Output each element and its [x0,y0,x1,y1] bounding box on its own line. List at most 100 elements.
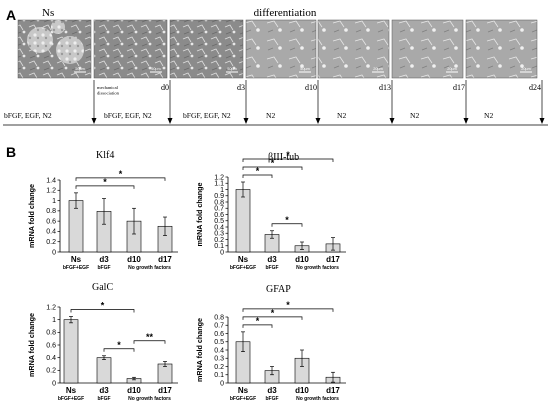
x-tick-label: Ns [66,386,77,395]
timeline-arrowhead [389,118,395,124]
condition-label: No growth factors [128,396,171,402]
significance-star: * [271,308,275,318]
y-axis-label: mRNA fold change [195,318,204,382]
timeline: d0 d3 d10 d13 d17 d24 bFGF, EGF, N2 bFGF, EGF, … [3,80,548,126]
y-axis-label: mRNA fold change [27,184,36,248]
significance-bracket [242,158,334,162]
micrograph-strip: 50µm 50µm 50µm 50µm 20µm 20µm 20µm [17,19,538,79]
culture-medium-label: bFGF, EGF, N2 [4,111,52,120]
significance-star: * [271,158,275,168]
micrograph-6: 20µm [391,19,464,79]
x-tick-label: d17 [326,255,340,264]
dissociation-label: dissociation [97,91,120,96]
timeline-arrowhead [167,118,173,124]
chart-klf4: Klf4 0 0.2 0.4 0.6 0.8 1 1.2 1.4 mRNA fold change… [27,150,178,271]
micrograph-5: 20µm [317,19,390,79]
y-tick-label: 1.2 [214,174,224,181]
y-tick-label: 0.6 [46,218,56,225]
significance-star: * [286,150,290,160]
y-tick-label: 0.7 [214,206,224,213]
timeline-arrowhead [539,118,545,124]
bar-iii-tub-ns [235,189,251,253]
micrograph-image [317,19,390,79]
x-tick-label: Ns [71,255,82,264]
significance-bracket [103,348,135,352]
condition-label: bFGF [265,396,278,402]
significance-bracket [70,309,135,313]
y-tick-label: 0.8 [46,330,56,337]
y-tick-label: 0.4 [46,355,56,362]
culture-medium-label: N2 [484,111,493,120]
x-tick-label: d10 [295,255,309,264]
day-label: d17 [453,83,465,92]
condition-label: bFGF+EGF [58,396,84,402]
chart-iii-tub: βIII-tub 00.10.20.30.40.50.60.70.80.911.1… [195,150,346,271]
panel-b-letter: B [6,144,16,160]
neurosphere [51,20,65,34]
chart-title: βIII-tub [268,152,299,163]
micrograph-image [169,19,244,79]
y-tick-label: 0.3 [214,231,224,238]
y-tick-label: 0 [52,380,56,387]
micrograph-image [245,19,317,79]
culture-medium-label: bFGF, EGF, N2 [183,111,231,120]
charts: Klf4 0 0.2 0.4 0.6 0.8 1 1.2 1.4 mRNA fold change… [27,150,346,402]
x-tick-label: d3 [267,255,277,264]
micrograph-2: 50µm [93,19,168,79]
day-label: d3 [237,83,245,92]
y-tick-label: 1.4 [46,177,56,184]
y-axis-label: mRNA fold change [27,313,36,377]
condition-label: No growth factors [296,396,339,402]
micrograph-1: 50µm [17,19,92,79]
mechanical-label: mechanical [97,85,119,90]
significance-bracket [75,185,135,189]
chart-gfap: GFAP 00.10.20.3 0.40.50.60.7 0.8 mRNA fold c… [195,284,346,402]
y-tick-label: 0.6 [214,331,224,338]
y-tick-label: 0.8 [214,314,224,321]
micrograph-3: 50µm [169,19,244,79]
significance-bracket [271,223,303,227]
y-tick-label: 0.6 [46,342,56,349]
scale-label: 20µm [521,67,531,71]
y-tick-label: 0.5 [214,218,224,225]
y-tick-label: 1 [220,187,224,194]
y-tick-label: 0.4 [214,224,224,231]
y-tick-label: 0.4 [46,229,56,236]
bar-galc-d3 [96,357,112,384]
ns-label: Ns [42,7,54,19]
y-tick-label: 1.2 [46,188,56,195]
y-tick-label: 0.4 [214,347,224,354]
y-tick-label: 0.3 [214,356,224,363]
condition-label: No growth factors [128,265,171,271]
scale-label: 50µm [75,67,85,71]
x-tick-label: d3 [99,255,109,264]
condition-label: bFGF [97,396,110,402]
y-tick-label: 1.1 [214,181,224,188]
day-label: d10 [305,83,317,92]
y-tick-label: 0 [52,249,56,256]
condition-label: No growth factors [296,265,339,271]
significance-star: * [285,215,289,225]
y-axis-label: mRNA fold change [195,182,204,246]
y-tick-label: 0.8 [46,208,56,215]
y-tick-label: 0.2 [46,239,56,246]
y-tick-label: 0.1 [214,243,224,250]
y-tick-label: 0.5 [214,339,224,346]
scale-label: 20µm [373,67,383,71]
scale-label: 50µm [300,67,310,71]
y-tick-label: 0.6 [214,212,224,219]
significance-star: ** [146,332,154,342]
x-tick-label: d17 [158,386,172,395]
condition-label: bFGF+EGF [63,265,89,271]
x-tick-label: d3 [267,386,277,395]
culture-medium-label: N2 [337,111,346,120]
y-tick-label: 0.7 [214,323,224,330]
day-label: d24 [529,83,541,92]
day-label: d0 [161,83,169,92]
culture-medium-label: N2 [266,111,275,120]
scale-label: 50µm [227,67,237,71]
micrograph-image [93,19,168,79]
condition-label: bFGF+EGF [230,265,256,271]
micrograph-image [391,19,464,79]
timeline-arrowhead [463,118,469,124]
